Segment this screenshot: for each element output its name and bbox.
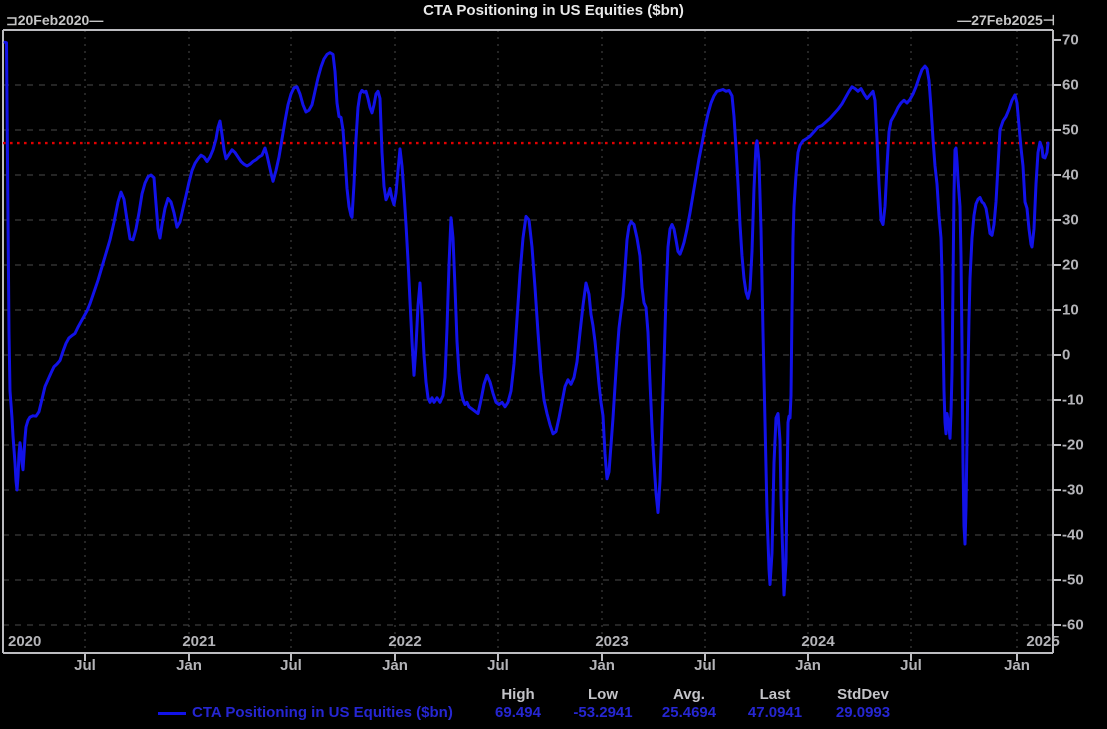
y-axis-tick-label: 20 — [1062, 256, 1079, 274]
y-axis-tick-label: 70 — [1062, 31, 1079, 49]
x-axis-tick-label: Jan — [382, 657, 408, 674]
chart-title: CTA Positioning in US Equities ($bn) — [423, 2, 684, 19]
year-label: 2025 — [1026, 633, 1060, 650]
y-axis-tick-label: -60 — [1062, 616, 1084, 634]
y-axis-tick-label: 60 — [1062, 76, 1079, 94]
x-axis-tick-label: Jul — [487, 657, 509, 674]
series-line — [3, 40, 1050, 597]
stat-header-high: High — [501, 686, 535, 703]
x-axis-tick-label: Jan — [176, 657, 202, 674]
x-axis-tick-label: Jul — [694, 657, 716, 674]
y-axis-tick-label: 0 — [1062, 346, 1071, 364]
y-axis-tick-label: -50 — [1062, 571, 1084, 589]
year-label: 2022 — [388, 633, 422, 650]
stat-header-avg: Avg. — [673, 686, 705, 703]
x-axis-tick-label: Jan — [1004, 657, 1030, 674]
stat-header-stddev: StdDev — [837, 686, 889, 703]
year-label: 2021 — [182, 633, 216, 650]
stat-value-stddev: 29.0993 — [835, 704, 891, 721]
y-axis-tick-label: -30 — [1062, 481, 1084, 499]
year-label: 2024 — [801, 633, 835, 650]
year-label: 2020 — [8, 633, 42, 650]
x-axis-tick-label: Jul — [74, 657, 96, 674]
x-axis-tick-label: Jul — [280, 657, 302, 674]
y-axis-tick-label: -40 — [1062, 526, 1084, 544]
y-axis-tick-label: -10 — [1062, 391, 1084, 409]
date-range-end-label: —27Feb2025⊣ — [957, 12, 1055, 28]
y-axis-tick-label: 30 — [1062, 211, 1079, 229]
y-axis-tick-label: 10 — [1062, 301, 1079, 319]
date-range-start-label: ⊐20Feb2020— — [6, 12, 104, 28]
stat-value-low: -53.2941 — [573, 704, 633, 721]
legend-label: CTA Positioning in US Equities ($bn) — [192, 704, 453, 721]
y-axis-tick-label: 50 — [1062, 121, 1079, 139]
x-axis-tick-label: Jul — [900, 657, 922, 674]
stat-value-high: 69.494 — [495, 704, 541, 721]
y-axis-tick-label: 40 — [1062, 166, 1079, 184]
stat-header-last: Last — [759, 686, 791, 703]
y-axis-tick-label: -20 — [1062, 436, 1084, 454]
stat-value-avg: 25.4694 — [661, 704, 717, 721]
stat-header-low: Low — [588, 686, 618, 703]
legend-line-swatch — [158, 712, 186, 715]
x-axis-tick-label: Jan — [795, 657, 821, 674]
series-legend: CTA Positioning in US Equities ($bn) — [158, 704, 453, 721]
x-axis-tick-label: Jan — [589, 657, 615, 674]
stat-value-last: 47.0941 — [747, 704, 803, 721]
year-label: 2023 — [595, 633, 629, 650]
